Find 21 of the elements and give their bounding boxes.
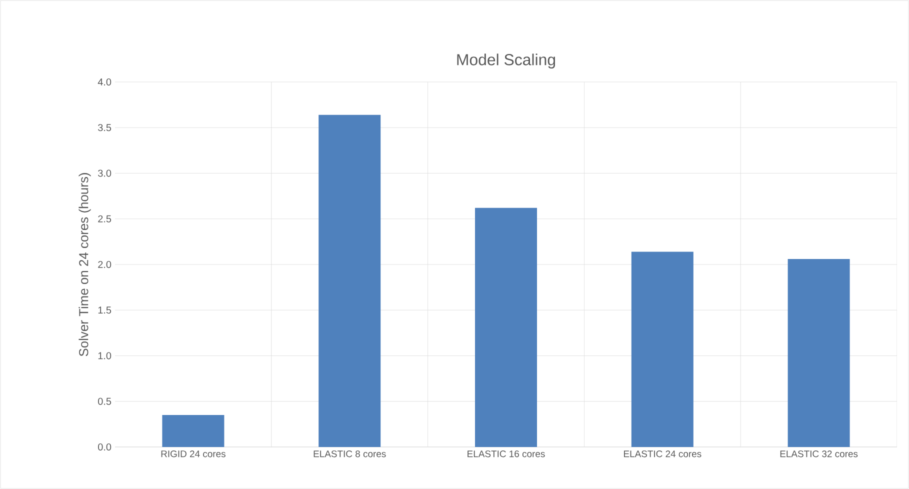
x-tick-label: ELASTIC 8 cores <box>314 450 386 458</box>
y-tick-label: 2.5 <box>98 215 112 222</box>
x-tick-label: ELASTIC 16 cores <box>468 450 545 458</box>
y-axis-title: Solver Time on 24 cores (hours) <box>78 173 91 356</box>
y-tick-label: 3.5 <box>98 124 112 132</box>
bar <box>162 415 224 447</box>
chart-title: Model Scaling <box>457 54 556 68</box>
y-tick-label: 1.5 <box>98 306 112 314</box>
y-tick-label: 0.0 <box>98 443 112 451</box>
x-tick-label: ELASTIC 24 cores <box>624 450 702 458</box>
bar <box>788 259 850 447</box>
y-tick-label: 1.0 <box>98 352 112 360</box>
x-tick-label: ELASTIC 32 cores <box>780 450 858 458</box>
x-tick-label: RIGID 24 cores <box>161 450 226 458</box>
y-tick-label: 3.0 <box>98 170 112 177</box>
bar <box>475 208 538 447</box>
y-tick-label: 0.5 <box>98 398 112 405</box>
y-tick-label: 4.0 <box>98 78 112 86</box>
y-tick-label: 2.0 <box>98 260 112 268</box>
bar <box>318 114 381 447</box>
bar <box>631 252 694 447</box>
